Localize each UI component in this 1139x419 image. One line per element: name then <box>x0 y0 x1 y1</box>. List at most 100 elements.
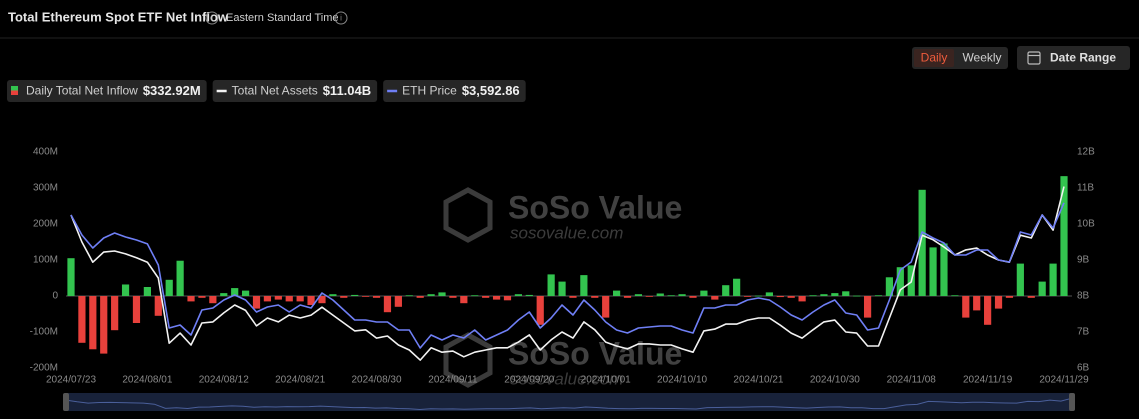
bar <box>765 292 773 296</box>
y2-tick-label: 10B <box>1077 219 1095 230</box>
bar <box>405 295 413 297</box>
bar <box>296 296 304 302</box>
x-tick-label: 2024/11/08 <box>887 375 937 386</box>
bar <box>231 288 239 296</box>
bar <box>929 247 937 296</box>
legend-chip <box>7 80 207 102</box>
bar <box>165 279 173 296</box>
legend-item: Daily Total Net Inflow $332.92M <box>7 80 207 102</box>
navigator-handle[interactable] <box>1069 393 1075 411</box>
bar <box>460 296 468 304</box>
bar <box>634 294 643 296</box>
bar <box>438 292 446 296</box>
legend-chip <box>383 80 526 102</box>
bar <box>994 296 1003 309</box>
bar <box>525 294 533 296</box>
bar <box>984 296 992 325</box>
bar <box>154 296 162 316</box>
legend-swatch <box>11 90 18 95</box>
bar <box>809 295 817 297</box>
bar <box>1005 296 1014 298</box>
bar <box>700 290 708 296</box>
svg-text:i: i <box>211 14 213 23</box>
navigator-handle[interactable] <box>63 393 69 411</box>
bar <box>623 296 632 298</box>
watermark: SoSo Value sosovalue.com SoSo Value soso… <box>443 187 682 388</box>
legend-name: Daily Total Net Inflow <box>26 84 138 98</box>
line <box>70 202 1065 349</box>
y-tick-label: 200M <box>33 219 58 230</box>
bar <box>973 296 981 311</box>
bar <box>329 294 337 296</box>
bar <box>569 296 577 298</box>
x-tick-label: 2024/08/30 <box>352 375 402 386</box>
y-tick-label: -200M <box>30 363 58 374</box>
bar <box>394 296 402 307</box>
bar <box>351 294 359 296</box>
watermark-logo <box>443 332 493 388</box>
bar <box>918 189 926 296</box>
x-tick-label: 2024/09/11 <box>428 375 478 386</box>
x-tick-label: 2024/08/12 <box>199 375 249 386</box>
navigator-line <box>65 397 1073 411</box>
bar <box>547 274 555 296</box>
bar <box>318 296 326 304</box>
bar <box>241 290 250 296</box>
bar <box>1016 263 1024 296</box>
y-tick-label: 100M <box>33 255 58 266</box>
info-icon[interactable]: i <box>334 11 348 25</box>
bar <box>209 296 217 304</box>
x-tick-label: 2024/10/30 <box>810 375 860 386</box>
bar <box>558 281 566 296</box>
bar <box>602 296 610 318</box>
bar <box>580 275 588 296</box>
x-tick-label: 2024/07/23 <box>46 375 96 386</box>
watermark-brand: SoSo Value <box>508 335 682 371</box>
bar <box>1060 176 1068 296</box>
bar <box>711 296 719 300</box>
x-tick-label: 2024/08/01 <box>122 375 172 386</box>
bar <box>754 295 763 297</box>
bar <box>656 293 664 296</box>
bar <box>198 296 206 298</box>
bar <box>416 296 424 298</box>
legend-value: $332.92M <box>143 83 201 98</box>
info-icon[interactable]: i <box>205 11 219 25</box>
bar <box>176 260 184 296</box>
y2-tick-label: 12B <box>1077 147 1095 158</box>
bar <box>340 296 348 298</box>
legend-item: Total Net Assets $11.04B <box>212 80 378 102</box>
date-range-label[interactable]: Date Range <box>1050 51 1116 65</box>
bar <box>951 295 959 297</box>
legend-name: ETH Price <box>402 84 457 98</box>
x-tick-label: 2024/11/29 <box>1039 375 1089 386</box>
bar <box>449 296 457 298</box>
bar <box>362 296 370 297</box>
bar <box>67 258 75 296</box>
interval-weekly[interactable]: Weekly <box>962 51 1001 65</box>
title: Total Ethereum Spot ETF Net Inflow <box>8 9 229 24</box>
y-tick-label: -100M <box>30 327 58 338</box>
bar <box>263 296 272 302</box>
svg-text:i: i <box>340 14 342 23</box>
legend-value: $11.04B <box>323 83 371 98</box>
calendar-icon <box>1027 51 1041 65</box>
watermark-brand: SoSo Value <box>508 189 682 225</box>
y2-tick-label: 7B <box>1077 327 1090 338</box>
bar <box>482 296 490 298</box>
bar <box>492 296 501 300</box>
bar <box>121 284 130 296</box>
interval-daily[interactable]: Daily <box>921 51 948 65</box>
date-range-button[interactable] <box>1017 46 1130 70</box>
bar <box>733 278 741 296</box>
bar <box>962 296 970 318</box>
bar <box>1027 296 1035 298</box>
bar <box>372 296 381 298</box>
bar <box>874 295 883 297</box>
x-tick-label: 2024/08/21 <box>275 375 325 386</box>
bar <box>853 295 861 297</box>
bar <box>776 296 784 298</box>
bar <box>863 296 872 318</box>
